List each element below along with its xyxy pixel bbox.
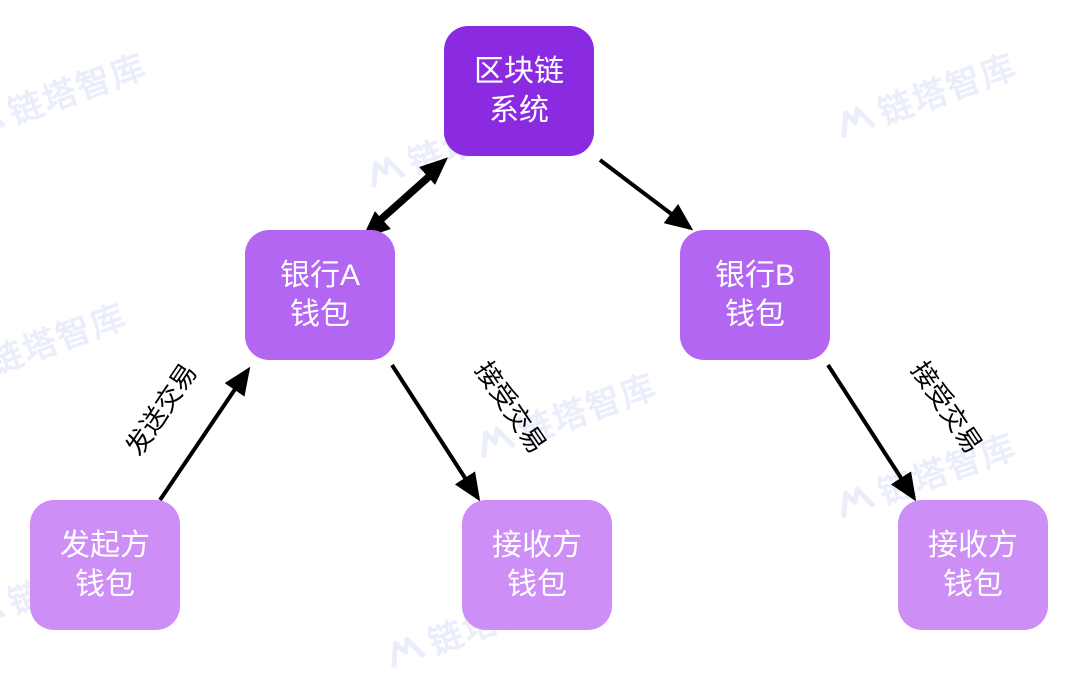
edge-bankA-to-receiver1 <box>392 365 478 498</box>
watermark-text: 链塔智库 <box>1 39 153 134</box>
node-receiver-wallet-2: 接收方 钱包 <box>898 500 1048 630</box>
watermark-text: 链塔智库 <box>0 289 133 384</box>
watermark-logo-icon <box>359 145 410 196</box>
node-receiver-wallet-1: 接收方 钱包 <box>462 500 612 630</box>
node-label-line2: 钱包 <box>943 565 1003 604</box>
node-label-line1: 发起方 <box>60 526 150 565</box>
watermark-logo-icon <box>829 475 880 526</box>
node-label-line1: 银行B <box>715 256 795 295</box>
node-label-line1: 接收方 <box>928 526 1018 565</box>
node-bank-a: 银行A 钱包 <box>245 230 395 360</box>
watermark-logo-icon <box>0 585 10 636</box>
node-bank-b: 银行B 钱包 <box>680 230 830 360</box>
diagram-canvas: 链塔智库 链塔智库 链塔智库 链塔智库 链塔智库 链塔智库 链塔智库 链塔智库 <box>0 0 1080 671</box>
node-label-line2: 系统 <box>489 91 549 130</box>
node-label-line1: 接收方 <box>492 526 582 565</box>
watermark-logo-icon <box>829 95 880 146</box>
edge-label-send: 发送交易 <box>116 355 205 462</box>
node-label-line2: 钱包 <box>507 565 567 604</box>
node-label-line1: 区块链 <box>474 52 564 91</box>
node-sender-wallet: 发起方 钱包 <box>30 500 180 630</box>
edge-label-accept-1: 接受交易 <box>468 353 557 460</box>
watermark: 链塔智库 <box>0 289 133 400</box>
watermark: 链塔智库 <box>0 39 153 150</box>
watermark-logo-icon <box>0 95 10 146</box>
edge-bankB-to-receiver2 <box>828 365 914 498</box>
edge-bankA-to-blockchain <box>380 160 445 218</box>
edge-blockchain-to-bankA <box>365 178 430 236</box>
node-label-line2: 钱包 <box>725 295 785 334</box>
watermark-logo-icon <box>379 625 430 676</box>
watermark: 链塔智库 <box>827 39 1022 150</box>
node-label-line2: 钱包 <box>290 295 350 334</box>
watermark-text: 链塔智库 <box>871 39 1023 134</box>
node-blockchain: 区块链 系统 <box>444 26 594 156</box>
edge-label-accept-2: 接受交易 <box>904 353 993 460</box>
edge-blockchain-to-bankB <box>600 160 690 228</box>
node-label-line2: 钱包 <box>75 565 135 604</box>
node-label-line1: 银行A <box>280 256 360 295</box>
